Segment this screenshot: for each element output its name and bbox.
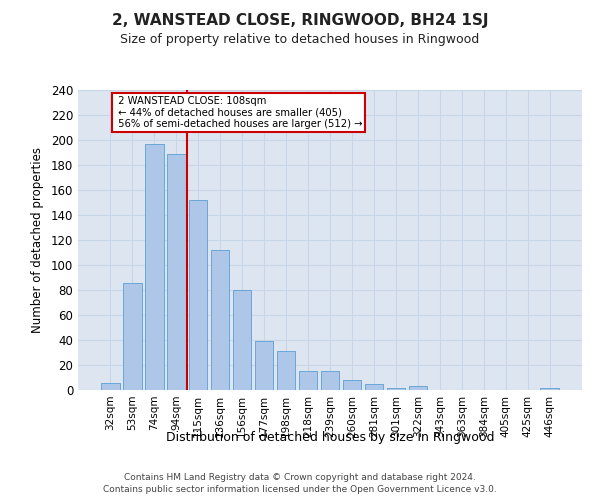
Bar	[145, 144, 164, 390]
Bar	[101, 382, 119, 390]
Bar	[541, 388, 559, 390]
Text: 2 WANSTEAD CLOSE: 108sqm
 ← 44% of detached houses are smaller (405)
 56% of sem: 2 WANSTEAD CLOSE: 108sqm ← 44% of detach…	[115, 96, 362, 130]
Text: 2, WANSTEAD CLOSE, RINGWOOD, BH24 1SJ: 2, WANSTEAD CLOSE, RINGWOOD, BH24 1SJ	[112, 12, 488, 28]
Text: Distribution of detached houses by size in Ringwood: Distribution of detached houses by size …	[166, 431, 494, 444]
Bar	[189, 200, 208, 390]
Text: Contains public sector information licensed under the Open Government Licence v3: Contains public sector information licen…	[103, 484, 497, 494]
Bar	[299, 371, 317, 390]
Bar	[409, 386, 427, 390]
Bar	[123, 282, 142, 390]
Bar	[343, 380, 361, 390]
Text: Contains HM Land Registry data © Crown copyright and database right 2024.: Contains HM Land Registry data © Crown c…	[124, 473, 476, 482]
Bar	[365, 384, 383, 390]
Bar	[277, 351, 295, 390]
Bar	[233, 290, 251, 390]
Bar	[320, 371, 340, 390]
Bar	[386, 388, 405, 390]
Y-axis label: Number of detached properties: Number of detached properties	[31, 147, 44, 333]
Bar	[255, 341, 274, 390]
Bar	[167, 154, 185, 390]
Text: Size of property relative to detached houses in Ringwood: Size of property relative to detached ho…	[121, 32, 479, 46]
Bar	[211, 250, 229, 390]
